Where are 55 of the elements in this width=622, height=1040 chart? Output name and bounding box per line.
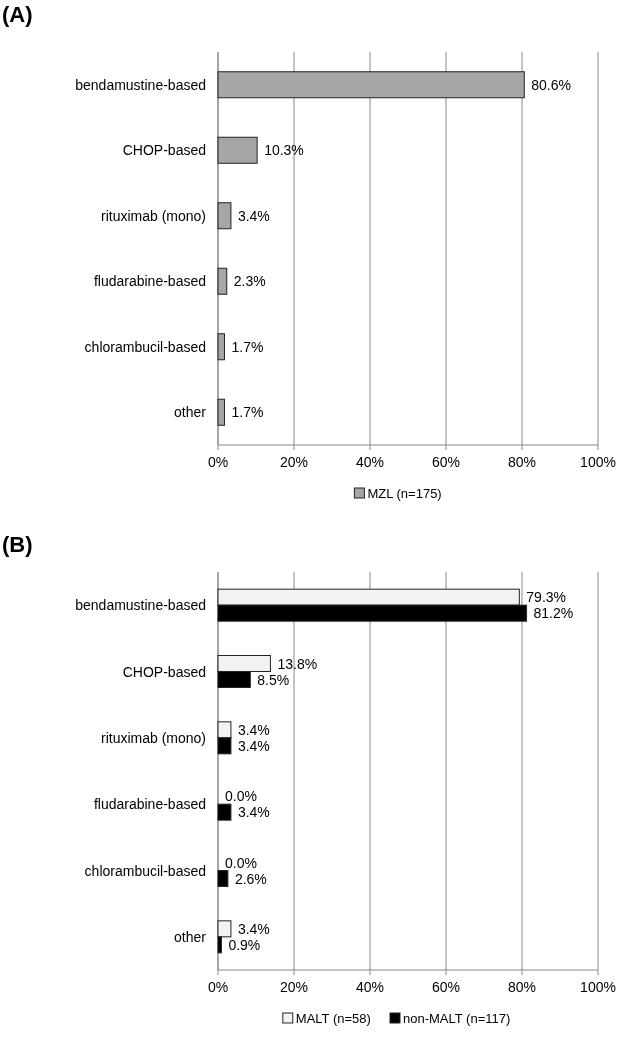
legend-label: MALT (n=58) [295,1011,371,1026]
data-label: 3.4% [237,721,270,738]
data-label: 3.4% [237,920,270,937]
data-label: 10.3% [264,142,304,159]
x-tick-label: 0% [207,979,229,995]
x-tick-label: 20% [279,979,309,995]
x-tick-label: 20% [279,454,309,470]
x-tick-label: 80% [507,979,537,995]
bar [217,136,258,164]
x-tick-label: 40% [355,979,385,995]
y-tick-label: CHOP-based [122,142,206,159]
data-label: 80.6% [531,76,571,93]
y-tick-label: other [174,404,207,421]
data-label: 3.4% [237,804,270,821]
y-tick-label: rituximab (mono) [100,729,206,746]
bar [217,202,232,230]
text: (A) [2,2,33,27]
data-label: 81.2% [533,605,574,622]
bar [217,333,225,361]
y-tick-label: rituximab (mono) [100,207,206,224]
y-tick-label: other [174,928,207,945]
data-label: 2.3% [233,273,266,290]
y-tick-label: fludarabine-based [93,796,206,813]
y-tick-label: bendamustine-based [75,76,206,93]
x-tick-label: 0% [207,454,229,470]
x-tick-label: 60% [431,979,461,995]
data-label: 79.3% [526,589,567,606]
x-tick-label: 100% [580,979,616,995]
data-label: 3.4% [237,207,270,224]
data-label: 8.5% [257,671,290,688]
bar [217,870,229,887]
y-tick-label: fludarabine-based [93,273,206,290]
data-label: 0.0% [225,788,257,805]
bar [217,398,225,426]
data-label: 3.4% [237,737,270,754]
data-label: 1.7% [231,404,264,421]
bar [217,803,232,821]
data-label: 1.7% [231,338,264,355]
data-label: 2.6% [234,870,267,887]
data-label: 13.8% [277,655,318,672]
bar [217,267,228,295]
y-tick-label: chlorambucil-based [84,862,206,879]
y-tick-label: CHOP-based [122,663,206,680]
data-label: 0.9% [228,936,261,953]
x-tick-label: 60% [431,454,461,470]
legend-label: non-MALT (n=117) [403,1011,511,1026]
x-tick-label: 100% [580,454,616,470]
x-tick-label: 40% [355,454,385,470]
legend-label: MZL (n=175) [367,486,442,501]
y-tick-label: chlorambucil-based [84,338,206,355]
data-label: 0.0% [225,854,257,871]
x-tick-label: 80% [507,454,537,470]
text: (B) [2,532,33,557]
y-tick-label: bendamustine-based [75,597,206,614]
bar [217,71,525,99]
